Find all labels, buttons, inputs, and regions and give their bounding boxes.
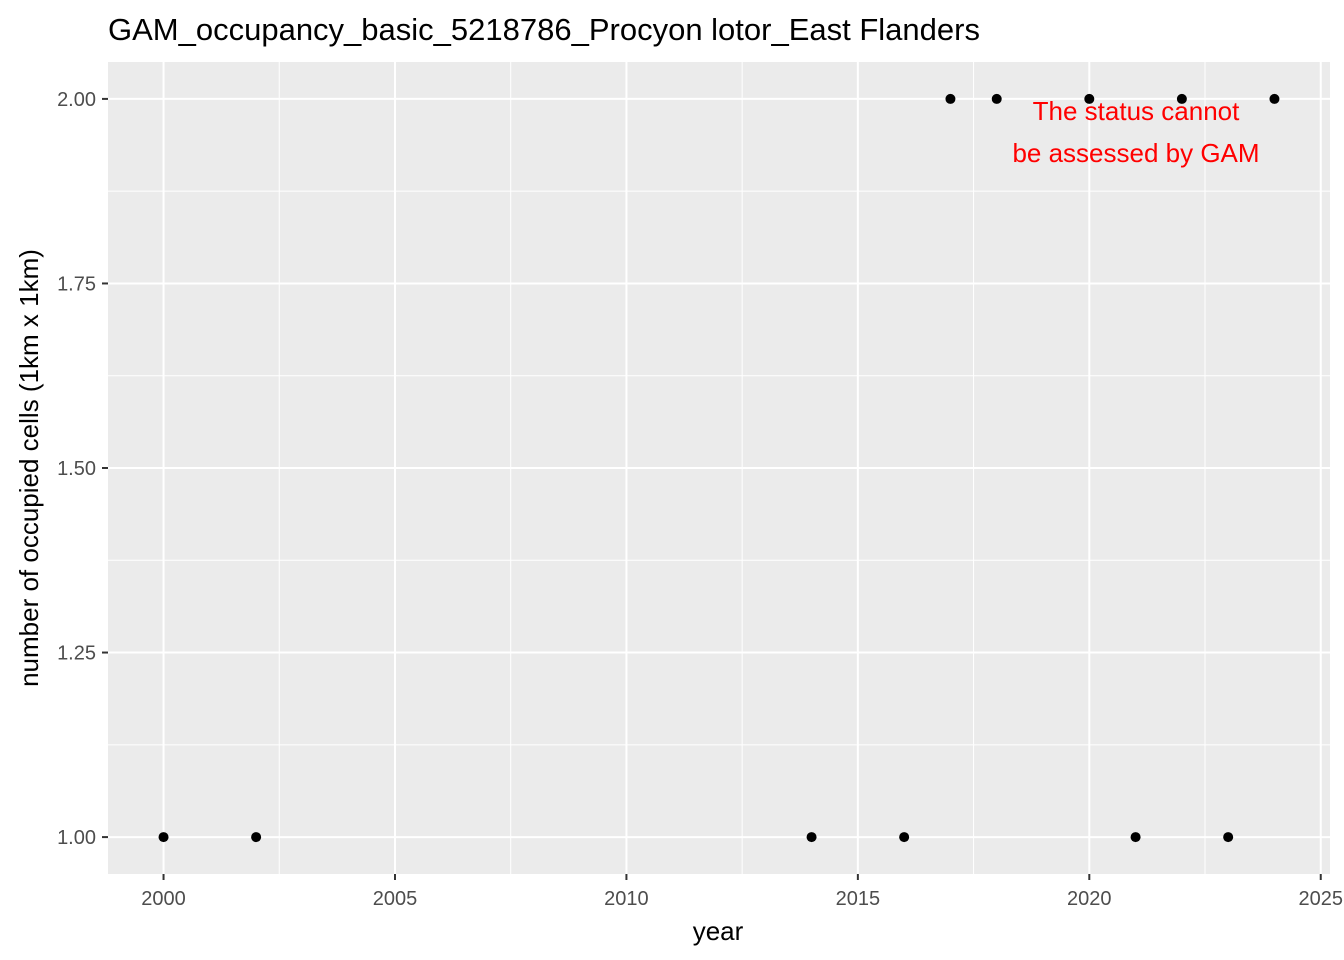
- x-axis-title: year: [693, 916, 744, 946]
- y-tick-label: 1.25: [57, 643, 96, 665]
- annotation: The status cannot be assessed by GAM: [1012, 96, 1259, 168]
- annotation-line: be assessed by GAM: [1012, 138, 1259, 168]
- data-point: [1269, 93, 1280, 104]
- y-tick-label: 2.00: [57, 89, 96, 111]
- chart-title: GAM_occupancy_basic_5218786_Procyon loto…: [108, 12, 980, 47]
- x-axis: 2000 2005 2010 2015 2020 2025: [141, 874, 1343, 910]
- x-tick-label: 2015: [836, 888, 881, 910]
- data-point: [899, 832, 910, 843]
- x-tick-label: 2000: [141, 888, 186, 910]
- data-point: [251, 832, 262, 843]
- y-tick-label: 1.00: [57, 827, 96, 849]
- data-point: [1130, 832, 1141, 843]
- x-tick-label: 2005: [373, 888, 418, 910]
- data-point: [806, 832, 817, 843]
- data-points: [158, 93, 1280, 843]
- data-point: [991, 93, 1002, 104]
- y-tick-label: 1.50: [57, 458, 96, 480]
- x-tick-label: 2025: [1298, 888, 1343, 910]
- y-axis: 1.00 1.25 1.50 1.75 2.00: [57, 89, 108, 849]
- major-gridlines: [108, 62, 1330, 874]
- data-point: [1223, 832, 1234, 843]
- y-tick-label: 1.75: [57, 273, 96, 295]
- x-tick-label: 2010: [604, 888, 649, 910]
- data-point: [1176, 93, 1187, 104]
- data-point: [1084, 93, 1095, 104]
- data-point: [158, 832, 169, 843]
- data-point: [945, 93, 956, 104]
- y-axis-title: number of occupied cells (1km x 1km): [14, 249, 44, 687]
- annotation-line: The status cannot: [1033, 96, 1240, 126]
- x-tick-label: 2020: [1067, 888, 1112, 910]
